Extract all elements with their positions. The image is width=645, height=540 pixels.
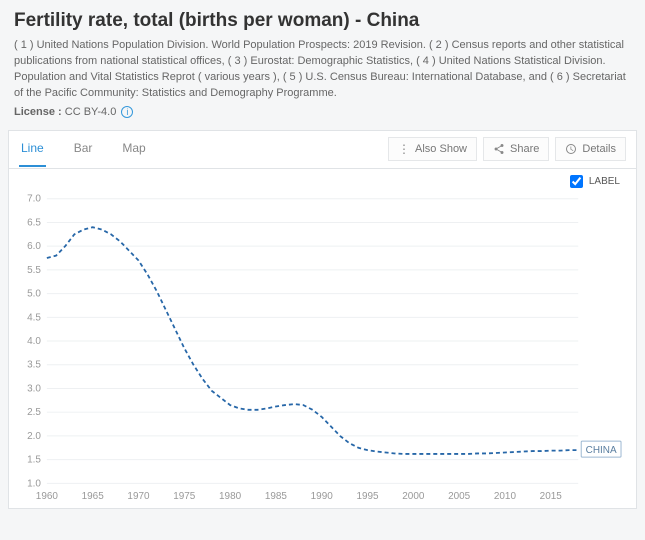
svg-text:2.0: 2.0 <box>27 431 41 442</box>
clock-icon <box>565 143 577 155</box>
header: Fertility rate, total (births per woman)… <box>0 0 645 124</box>
svg-text:1985: 1985 <box>265 491 288 502</box>
details-button[interactable]: Details <box>555 137 626 161</box>
svg-text:1.5: 1.5 <box>27 454 41 465</box>
chart-area: 1.0 1.5 2.0 2.5 3.0 3.5 4.0 4.5 5.0 5.5 6.0 6.5 7.0 1… <box>9 188 636 508</box>
svg-text:5.5: 5.5 <box>27 265 41 276</box>
label-checkbox[interactable] <box>570 175 583 188</box>
svg-text:1980: 1980 <box>219 491 242 502</box>
tab-map[interactable]: Map <box>120 131 147 167</box>
share-label: Share <box>510 143 539 155</box>
source-citation: ( 1 ) United Nations Population Division… <box>14 38 631 102</box>
also-show-label: Also Show <box>415 143 467 155</box>
line-chart: 1.0 1.5 2.0 2.5 3.0 3.5 4.0 4.5 5.0 5.5 6.0 6.5 7.0 1… <box>19 192 626 506</box>
svg-text:6.5: 6.5 <box>27 217 41 228</box>
svg-text:1975: 1975 <box>173 491 196 502</box>
chart-toolbar: Line Bar Map ⋮ Also Show Share Details <box>9 131 636 169</box>
label-toggle-row: LABEL <box>9 169 636 188</box>
svg-text:2015: 2015 <box>540 491 563 502</box>
svg-text:7.0: 7.0 <box>27 194 41 205</box>
svg-text:1965: 1965 <box>82 491 105 502</box>
also-show-button[interactable]: ⋮ Also Show <box>388 137 477 161</box>
svg-text:1.0: 1.0 <box>27 478 41 489</box>
label-toggle[interactable]: LABEL <box>570 175 620 188</box>
svg-text:2005: 2005 <box>448 491 471 502</box>
svg-text:6.0: 6.0 <box>27 241 41 252</box>
info-icon[interactable]: i <box>121 106 133 118</box>
label-toggle-text: LABEL <box>589 176 620 187</box>
svg-text:1960: 1960 <box>36 491 59 502</box>
license-line: License : CC BY-4.0 i <box>14 106 631 118</box>
chart-card: Line Bar Map ⋮ Also Show Share Details L… <box>8 130 637 509</box>
share-button[interactable]: Share <box>483 137 549 161</box>
svg-text:3.5: 3.5 <box>27 360 41 371</box>
license-label: License : <box>14 106 62 118</box>
svg-text:1990: 1990 <box>311 491 334 502</box>
share-icon <box>493 143 505 155</box>
svg-text:1970: 1970 <box>127 491 150 502</box>
svg-text:3.0: 3.0 <box>27 383 41 394</box>
svg-text:2000: 2000 <box>402 491 425 502</box>
svg-text:4.0: 4.0 <box>27 336 41 347</box>
tab-line[interactable]: Line <box>19 131 46 167</box>
license-value: CC BY-4.0 <box>65 106 117 118</box>
svg-text:2010: 2010 <box>494 491 517 502</box>
details-label: Details <box>582 143 616 155</box>
svg-text:5.0: 5.0 <box>27 288 41 299</box>
svg-text:2.5: 2.5 <box>27 407 41 418</box>
page-title: Fertility rate, total (births per woman)… <box>14 10 631 32</box>
chart-type-tabs: Line Bar Map <box>19 131 148 167</box>
svg-text:1995: 1995 <box>356 491 379 502</box>
menu-dots-icon: ⋮ <box>398 143 410 155</box>
svg-text:CHINA: CHINA <box>586 445 617 456</box>
tab-bar[interactable]: Bar <box>72 131 95 167</box>
svg-text:4.5: 4.5 <box>27 312 41 323</box>
